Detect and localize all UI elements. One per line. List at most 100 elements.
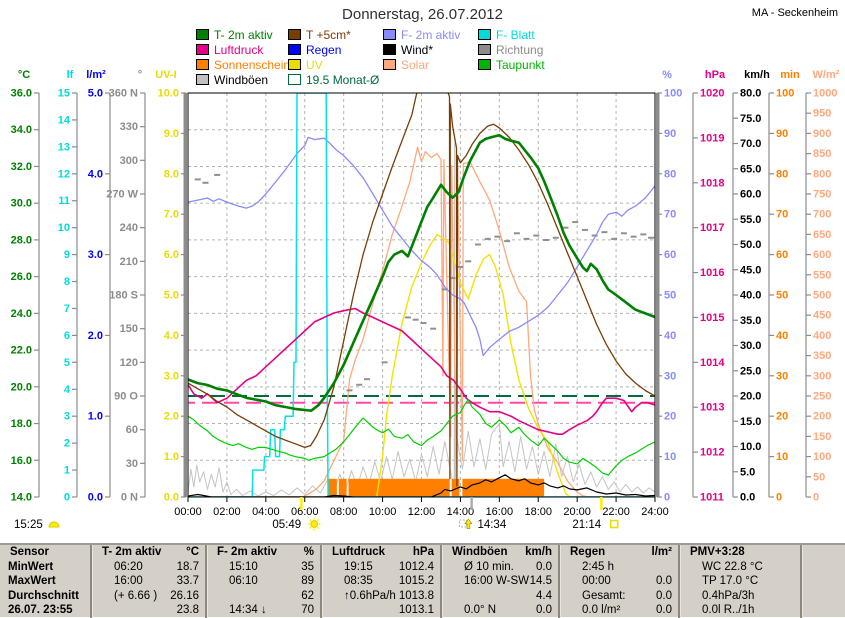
axis-tick-label: 450 — [813, 310, 831, 322]
table-cell: (+ 6.66 ) 26.16 — [90, 588, 205, 603]
axis-tick-label: 20 — [776, 411, 788, 423]
table-header-cell: F- 2m aktiv% — [205, 545, 320, 560]
axis-tick-label: 24.0 — [11, 308, 32, 320]
table-row-label: Durchschnitt — [8, 589, 79, 602]
axis-tick-label: 150 — [813, 431, 831, 443]
axis-tick-label: 50 — [776, 290, 788, 302]
axis-tick-label: 250 — [813, 391, 831, 403]
table-row-label: MaxWert — [8, 575, 56, 587]
sun-moon-times: 15:25 05:49 14:34 21:14 — [14, 517, 619, 531]
axis-tick-label: 1000 — [813, 88, 837, 100]
axis-title: hPa — [705, 69, 726, 81]
axis-tick-label: 30 — [664, 370, 676, 382]
table-cell — [800, 559, 845, 574]
table-row-label: MinWert — [8, 560, 54, 573]
axis-tick-label: 4.0 — [88, 168, 103, 180]
axis-tick-label: 5.0 — [88, 88, 103, 100]
axis-tick-label: 5 — [64, 357, 70, 369]
axis-tick-label: 750 — [813, 189, 831, 201]
axis-tick-label: 100 — [664, 88, 682, 100]
legend-swatch — [478, 44, 491, 55]
axis-tick-label: 24:00 — [641, 506, 669, 518]
axis-tick-label: 18:00 — [524, 506, 552, 518]
series-windb-en — [188, 143, 655, 497]
axis-tick-label: 16.0 — [11, 455, 32, 467]
axis-tick-label: 55.0 — [740, 214, 761, 226]
axis-hpa: hPa 1020 1019 1018 1017 1016 1015 1014 1013 1012 1… — [692, 69, 726, 504]
legend-swatch — [383, 29, 396, 40]
axis-tick-label: 200 — [813, 411, 831, 423]
legend-item: F- Blatt — [478, 27, 598, 42]
axis-tick-label: 60.0 — [740, 189, 761, 201]
axis-tick-label: 5.0 — [164, 290, 179, 302]
axis-wm2: W/m²100095090085080075070065060055050045… — [805, 69, 840, 504]
legend-swatch — [196, 59, 209, 70]
axis-tick-label: 1012 — [700, 447, 724, 459]
axis-tick-label: 550 — [813, 269, 831, 281]
axis-tick-label: 600 — [813, 249, 831, 261]
axis-tick-label: 13 — [58, 141, 70, 153]
axis-tick-label: 70 — [776, 209, 788, 221]
axis-tick-label: 30 — [776, 370, 788, 382]
legend-swatch — [383, 44, 396, 55]
axis-tick-label: 10.0 — [740, 441, 761, 453]
axis-tick-label: 240 — [120, 222, 138, 234]
legend-item: Sonnenschein — [196, 57, 290, 72]
sunrise-time: 05:49 — [272, 517, 321, 531]
table-row-label: 26.07. 23:55 — [8, 604, 73, 616]
axis-tick-label: 1018 — [700, 177, 724, 189]
axis-tick-label: 22.0 — [11, 345, 32, 357]
table-cell: 0.0l R../1h — [678, 603, 800, 618]
table-cell: 19:15 1012.4 — [320, 559, 440, 574]
sunset-icon — [609, 519, 619, 529]
axis-tick-label: 36.0 — [11, 88, 32, 100]
table-cell — [800, 588, 845, 603]
axis-tick-label: 20 — [664, 411, 676, 423]
series-f-2m-aktiv — [188, 136, 655, 357]
axis-tick-label: 1020 — [700, 88, 724, 100]
legend-swatch — [383, 59, 396, 70]
table-cell: 4.4 — [440, 588, 558, 603]
event-tick — [470, 497, 473, 510]
axis-title: W/m² — [813, 69, 840, 81]
axis-tick-label: 06:00 — [291, 506, 319, 518]
table-cell: 08:35 1015.2 — [320, 574, 440, 589]
axis-tick-label: 2.0 — [88, 330, 103, 342]
moonset-time: 15:25 — [14, 519, 60, 531]
axis-tick-label: 0.0 — [164, 492, 179, 504]
axis-tick-label: 1015 — [700, 312, 724, 324]
axis-tick-label: 32.0 — [11, 161, 32, 173]
axis-tick-label: 50 — [664, 290, 676, 302]
axis-tick-label: 5.0 — [740, 466, 755, 478]
axis-tick-label: 75.0 — [740, 113, 761, 125]
legend-swatch — [196, 74, 209, 85]
series-t-2m-aktiv — [188, 133, 655, 413]
axis-tick-label: 3.0 — [164, 370, 179, 382]
legend-item: Luftdruck — [196, 42, 288, 57]
axis-tick-label: 10 — [776, 451, 788, 463]
axis-tick-label: 35.0 — [740, 315, 761, 327]
legend-label: F- Blatt — [496, 27, 535, 42]
legend-item: Wind* — [383, 42, 478, 57]
axis-tick-label: 210 — [120, 256, 138, 268]
table-header-cell: Luftdruck hPa — [320, 545, 440, 560]
axis-tick-label: 15 — [58, 88, 70, 100]
axis-tick-label: 80.0 — [740, 88, 761, 100]
axis-degC: °C 36.0 34.0 32.0 30.0 28.0 26.0 24.0 22.0 20.0 18… — [11, 69, 40, 504]
axis-tick-label: 850 — [813, 148, 831, 160]
legend-label: Windböen — [214, 72, 269, 87]
axis-tick-label: 6.0 — [164, 249, 179, 261]
axis-tick-label: 50.0 — [740, 239, 761, 251]
series-richtung — [194, 173, 655, 392]
table-cell: 15:10 35 — [205, 559, 320, 574]
legend-item: Taupunkt — [478, 57, 598, 72]
table-header-cell — [800, 545, 845, 560]
legend-label: Wind* — [401, 42, 434, 57]
axis-tick-label: 3.0 — [88, 249, 103, 261]
axis-title: km/h — [744, 69, 770, 81]
series-wind- — [188, 474, 655, 497]
axis-tick-label: 10:00 — [369, 506, 397, 518]
axis-time: 00:00 02:00 04:00 06:00 08:00 10:00 12:00 14:00… — [174, 497, 669, 518]
